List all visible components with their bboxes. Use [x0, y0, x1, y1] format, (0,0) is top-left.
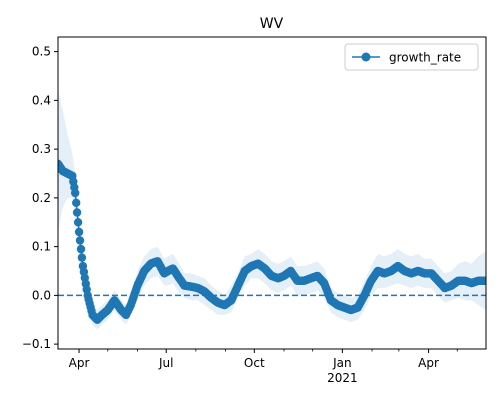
series-markers-growth-rate [58, 159, 486, 324]
legend-marker-sample [361, 52, 371, 62]
y-tick-label: 0.2 [32, 191, 51, 205]
y-tick-label: 0.3 [32, 142, 51, 156]
x-tick-year-label: 2021 [327, 371, 358, 385]
confidence-band [58, 90, 486, 330]
data-point [75, 236, 85, 245]
y-tick-label: 0.1 [32, 240, 51, 254]
series-line-growth-rate [58, 163, 486, 321]
x-tick-label: Jul [158, 356, 173, 370]
data-point [77, 253, 87, 262]
legend-label: growth_rate [389, 51, 461, 65]
y-tick-label: 0.0 [32, 288, 51, 302]
x-tick-label: Oct [244, 356, 265, 370]
y-tick-label: 0.5 [32, 45, 51, 59]
legend-box [344, 43, 479, 71]
data-point [72, 198, 81, 207]
data-point [73, 218, 83, 227]
series-layer [58, 159, 486, 324]
data-point [76, 244, 86, 254]
y-tick-label: 0.4 [32, 93, 51, 107]
data-point [74, 227, 84, 237]
data-point [481, 276, 486, 285]
x-tick-label: Jan [332, 356, 352, 370]
chart-title: WV [260, 16, 284, 32]
confidence-band-layer [58, 90, 486, 330]
x-tick-label: Apr [69, 356, 90, 370]
data-point [72, 208, 82, 217]
data-point [71, 188, 80, 198]
plot-frame [57, 36, 487, 350]
y-tick-label: −0.1 [22, 337, 51, 351]
x-tick-label: Apr [418, 356, 439, 370]
legend: growth_rate [344, 43, 479, 71]
